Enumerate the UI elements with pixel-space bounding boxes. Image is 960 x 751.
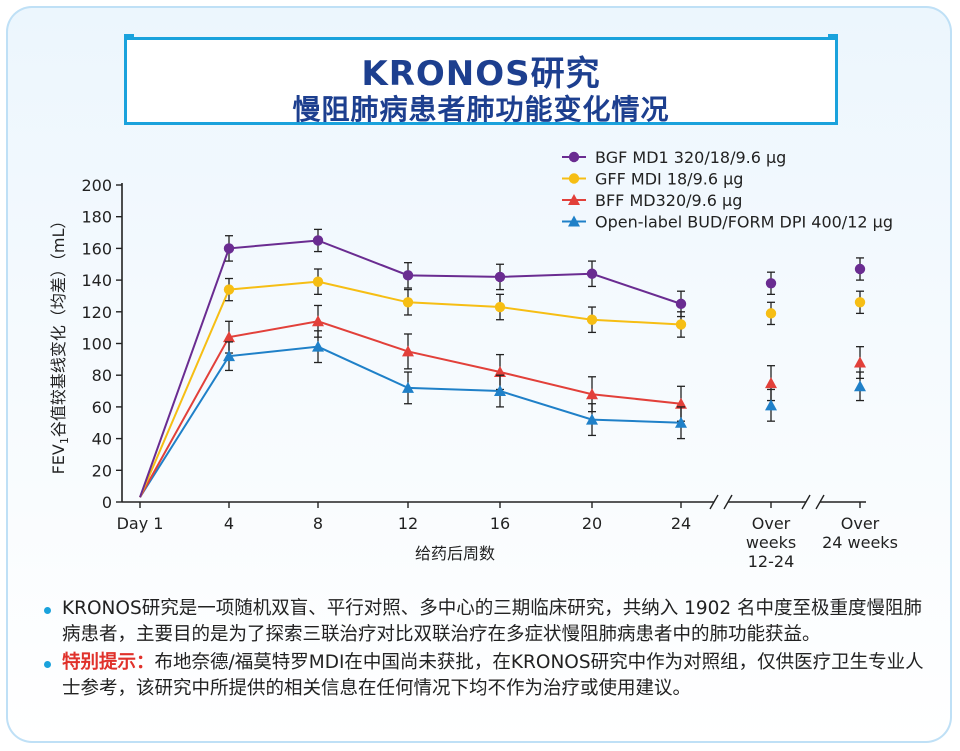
x-summary-label: Over — [752, 514, 791, 533]
y-axis-title-suffix: 谷值较基线变化（均差）（mL） — [49, 213, 68, 438]
y-tick-label: 120 — [81, 303, 112, 322]
legend-label: GFF MDI 18/9.6 μg — [595, 170, 743, 189]
summary-point — [854, 297, 866, 308]
data-point — [586, 388, 598, 400]
data-point — [312, 235, 324, 246]
x-tick-label: 20 — [582, 514, 602, 533]
y-tick-label: 20 — [92, 461, 112, 480]
x-tick-label: 4 — [224, 514, 234, 533]
content-card — [6, 6, 952, 743]
summary-point — [765, 308, 777, 319]
y-axis-title-prefix: FEV — [49, 444, 68, 474]
x-summary-label: 24 weeks — [822, 533, 898, 552]
summary-point — [854, 263, 866, 275]
axis-break-mark — [801, 494, 811, 510]
y-axis-title-subscript: 1 — [58, 437, 71, 444]
data-point — [312, 276, 324, 287]
legend-label: BFF MD320/9.6 μg — [595, 191, 742, 210]
series-line — [139, 320, 682, 498]
data-point — [494, 366, 506, 378]
data-point — [402, 270, 414, 281]
data-point — [494, 301, 506, 313]
y-tick-label: 200 — [81, 176, 112, 195]
title-box: KRONOS研究 慢阻肺病患者肺功能变化情况 — [124, 34, 838, 126]
summary-point — [854, 380, 866, 392]
legend-marker — [568, 215, 580, 227]
x-summary-label: Over — [841, 514, 880, 533]
fev1-line-chart: 020406080100120140160180200FEV1谷值较基线变化（均… — [49, 148, 898, 571]
warning-label: 特别提示： — [62, 652, 155, 673]
x-tick-label: Day 1 — [117, 514, 164, 533]
summary-point — [854, 356, 866, 368]
x-tick-label: 16 — [490, 514, 510, 533]
data-point — [402, 345, 414, 357]
data-point — [312, 340, 324, 352]
data-point — [223, 284, 235, 295]
note-special-warning: 特别提示：布地奈德/福莫特罗MDI在中国尚未获批，在KRONOS研究中作为对照组… — [44, 650, 930, 702]
legend-marker — [568, 194, 580, 205]
x-summary-label: weeks — [746, 533, 796, 552]
data-point — [223, 331, 235, 343]
y-tick-label: 80 — [92, 366, 112, 385]
legend-marker — [568, 151, 580, 163]
x-tick-label: 24 — [671, 514, 691, 533]
summary-point — [765, 399, 777, 411]
y-axis-title: FEV1谷值较基线变化（均差）（mL） — [49, 213, 71, 475]
data-point — [586, 268, 598, 279]
y-tick-label: 60 — [92, 398, 112, 417]
y-tick-label: 180 — [81, 208, 112, 227]
note-study-description: KRONOS研究是一项随机双盲、平行对照、多中心的三期临床研究，共纳入 1902… — [44, 596, 930, 648]
page-subtitle: 慢阻肺病患者肺功能变化情况 — [292, 93, 670, 126]
legend-label: BGF MD1 320/18/9.6 μg — [595, 148, 786, 167]
data-point — [494, 271, 506, 283]
page-title: KRONOS研究 — [361, 54, 601, 94]
x-tick-label: 12 — [398, 514, 418, 533]
note-text: 布地奈德/福莫特罗MDI在中国尚未获批，在KRONOS研究中作为对照组，仅供医疗… — [62, 652, 924, 699]
data-point — [223, 350, 235, 362]
axis-break-mark — [723, 494, 733, 510]
data-point — [223, 243, 235, 254]
data-point — [675, 416, 687, 428]
legend-marker — [568, 173, 580, 184]
y-tick-label: 160 — [81, 239, 112, 258]
summary-point — [765, 377, 777, 389]
data-point — [675, 397, 687, 409]
data-point — [586, 413, 598, 425]
data-point — [312, 315, 324, 327]
x-axis-title: 给药后周数 — [415, 544, 495, 563]
data-point — [675, 319, 687, 330]
data-point — [586, 314, 598, 325]
bullet-dot-icon — [44, 661, 51, 668]
data-point — [402, 297, 414, 308]
bullet-dot-icon — [44, 607, 51, 614]
y-tick-label: 100 — [81, 335, 112, 354]
y-tick-label: 40 — [92, 430, 112, 449]
y-tick-label: 0 — [102, 493, 112, 512]
y-tick-label: 140 — [81, 271, 112, 290]
data-point — [402, 381, 414, 393]
note-text: KRONOS研究是一项随机双盲、平行对照、多中心的三期临床研究，共纳入 1902… — [62, 598, 923, 645]
axis-break-mark — [709, 494, 719, 510]
axis-break-mark — [815, 494, 825, 510]
legend-label: Open-label BUD/FORM DPI 400/12 μg — [595, 213, 893, 232]
footnotes: KRONOS研究是一项随机双盲、平行对照、多中心的三期临床研究，共纳入 1902… — [44, 596, 930, 704]
x-summary-label: 12-24 — [748, 552, 795, 571]
summary-point — [765, 278, 777, 289]
x-tick-label: 8 — [313, 514, 323, 533]
data-point — [494, 385, 506, 397]
data-point — [675, 298, 687, 310]
